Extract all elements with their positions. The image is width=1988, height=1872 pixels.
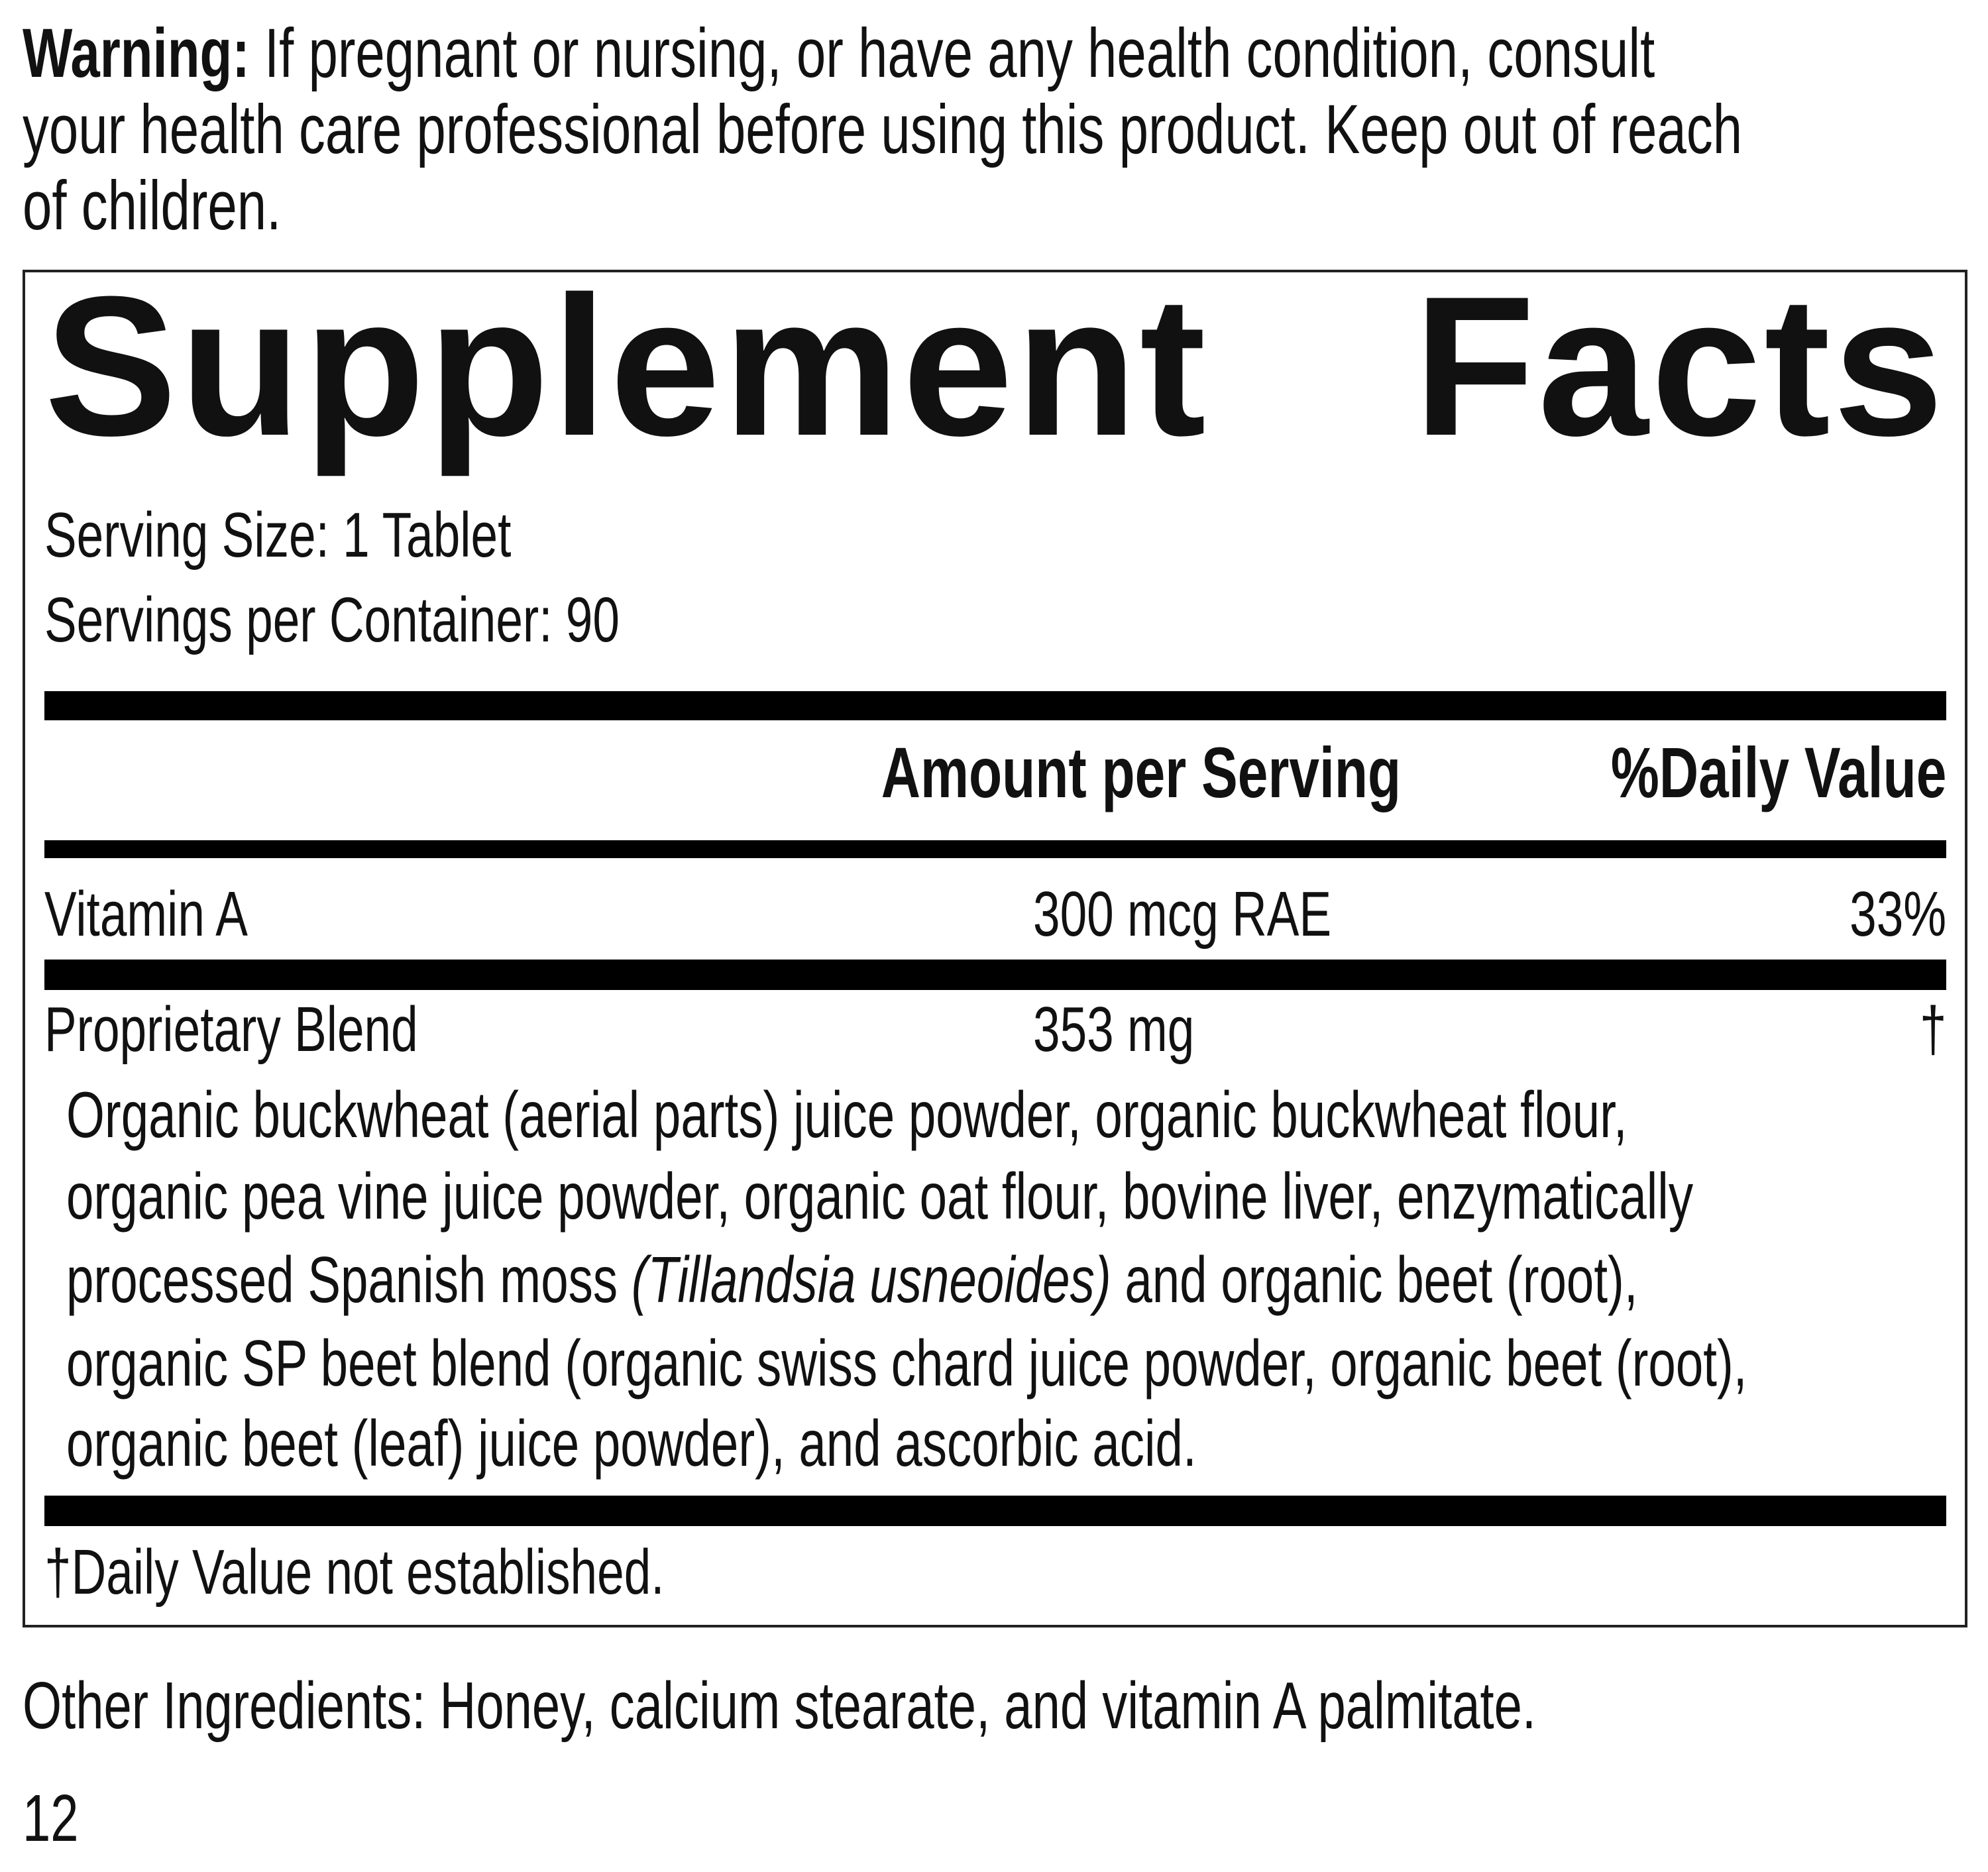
nutrient-name: Vitamin A — [44, 879, 248, 950]
blend-latin-name: (Tillandsia usneoides) — [631, 1243, 1111, 1316]
nutrient-amount: 300 mcg RAE — [1033, 879, 1332, 950]
footnote: †Daily Value not established. — [44, 1537, 665, 1608]
serving-size: Serving Size: 1 Tablet — [44, 500, 512, 571]
warning-text: of children. — [23, 167, 282, 245]
rule — [44, 1496, 1946, 1526]
header-amount: Amount per Serving — [881, 732, 1401, 812]
warning-label: Warning: — [23, 15, 250, 92]
blend-ingredients: Organic buckwheat (aerial parts) juice p… — [66, 1078, 1628, 1151]
nutrient-daily-value: † — [1919, 994, 1946, 1065]
page-number: 12 — [23, 1781, 79, 1855]
blend-ingredients: processed Spanish moss (Tillandsia usneo… — [66, 1247, 1638, 1312]
other-ingredients: Other Ingredients: Honey, calcium steara… — [23, 1669, 1536, 1743]
facts-box — [23, 270, 1967, 1627]
facts-title: Supplement Facts — [44, 254, 1946, 477]
blend-ingredients: organic SP beet blend (organic swiss cha… — [66, 1327, 1747, 1400]
warning-line: Warning: If pregnant or nursing, or have… — [23, 19, 1655, 88]
blend-ingredients: organic pea vine juice powder, organic o… — [66, 1160, 1694, 1233]
warning-text: your health care professional before usi… — [23, 91, 1743, 168]
rule — [44, 840, 1946, 858]
rule — [44, 691, 1946, 720]
nutrient-daily-value: 33% — [1849, 879, 1946, 950]
blend-ingredients: organic beet (leaf) juice powder), and a… — [66, 1407, 1197, 1480]
header-daily-value: %Daily Value — [1610, 732, 1946, 812]
warning-text: If pregnant or nursing, or have any heal… — [249, 15, 1655, 92]
blend-text: and organic beet (root), — [1111, 1243, 1638, 1316]
nutrient-amount: 353 mg — [1033, 994, 1195, 1065]
rule — [44, 960, 1946, 990]
nutrient-name: Proprietary Blend — [44, 994, 418, 1065]
blend-text: processed Spanish moss — [66, 1243, 632, 1316]
servings-per-container: Servings per Container: 90 — [44, 584, 620, 655]
